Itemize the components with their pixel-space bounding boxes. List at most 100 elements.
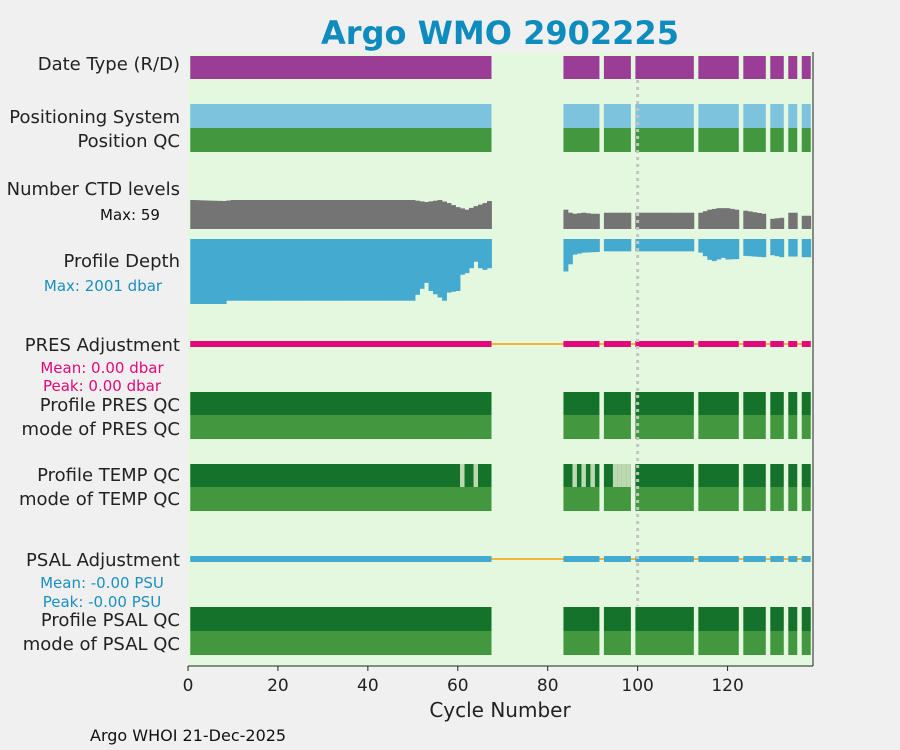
ctd-level-bar [388, 200, 393, 229]
profile-depth-bar [662, 239, 668, 252]
ctd-level-bar [424, 202, 429, 229]
profile-depth-bar [433, 239, 438, 295]
ctd-level-bar [644, 212, 650, 229]
temp-mode-bar-0 [190, 487, 492, 511]
temp-qc-bar-6 [770, 464, 784, 487]
ctd-level-bar [370, 200, 376, 229]
positioning-bar-5 [743, 104, 766, 128]
date-type-bar-1 [563, 56, 600, 79]
row-label-psal-adjustment: PSAL Adjustment [26, 550, 180, 571]
profile-depth-bar [208, 239, 214, 304]
ctd-level-bar [419, 201, 425, 229]
profile-depth-bar [383, 239, 389, 301]
ctd-level-bar [235, 200, 241, 229]
profile-depth-bar [271, 239, 277, 301]
profile-depth-bar [716, 239, 722, 260]
profile-depth-bar [338, 239, 344, 301]
profile-depth-bar [230, 239, 236, 301]
profile-depth-bar [437, 239, 443, 298]
profile-depth-bar [199, 239, 205, 304]
psal-qc-bar-3 [635, 607, 694, 631]
ctd-level-bar [226, 200, 232, 229]
profile-depth-bar [446, 239, 452, 293]
temp-qc-bar-7 [788, 464, 798, 487]
ctd-max-annotation: Max: 59 [100, 206, 160, 224]
profile-depth-bar [482, 239, 488, 270]
date-type-bar-3 [635, 56, 694, 79]
ctd-level-bar [302, 200, 308, 229]
profile-depth-bar [752, 239, 758, 257]
profile-depth-bar [671, 239, 677, 252]
temp-mode-bar-1 [563, 487, 600, 511]
profile-depth-bar [734, 239, 740, 260]
ctd-level-bar [639, 212, 645, 229]
temp-mode-bar-3 [635, 487, 694, 511]
profile-depth-bar [666, 239, 672, 252]
profile-depth-bar [585, 239, 591, 253]
psal-qc-bar-0 [190, 607, 492, 631]
ctd-level-bar [752, 212, 758, 229]
ctd-level-bar [770, 218, 776, 229]
ctd-level-bar [572, 213, 578, 229]
temp-qc-flag-6 [617, 464, 622, 487]
ctd-level-bar [401, 200, 407, 229]
ctd-level-bar [590, 213, 596, 229]
temp-qc-bar-8 [801, 464, 811, 487]
position-qc-bar-5 [743, 128, 766, 152]
ctd-level-bar [806, 215, 812, 229]
psal-qc-bar-5 [743, 607, 766, 631]
ctd-level-bar [365, 200, 371, 229]
ctd-level-bar [244, 200, 250, 229]
profile-depth-bar [792, 239, 798, 257]
profile-depth-bar [460, 239, 465, 275]
temp-qc-bar-0 [190, 464, 492, 487]
pres-qc-bar-8 [801, 392, 811, 415]
psal-mode-bar-3 [635, 631, 694, 655]
ctd-level-bar [352, 200, 358, 229]
ctd-level-bar [194, 200, 200, 229]
temp-mode-bar-7 [788, 487, 798, 511]
ctd-level-bar [720, 208, 726, 229]
chart-axes: 0 20 40 60 80 100 120 [183, 52, 814, 696]
pres-adj-bar-1 [563, 341, 600, 347]
ctd-level-bar [487, 201, 492, 229]
date-type-bar-8 [801, 56, 811, 79]
ctd-level-bar [473, 206, 479, 229]
ctd-level-bar [334, 200, 340, 229]
ctd-level-bar [379, 200, 384, 229]
position-qc-bar-7 [788, 128, 798, 152]
temp-qc-flag-8 [626, 464, 631, 487]
profile-depth-bar [680, 239, 686, 252]
pres-adj-bar-2 [603, 341, 631, 347]
date-type-bar-7 [788, 56, 798, 79]
pres-adj-bar-4 [698, 341, 739, 347]
pres-qc-bar-1 [563, 392, 600, 415]
profile-depth-bar [370, 239, 376, 301]
x-tick-label: 0 [183, 676, 194, 696]
ctd-level-bar [442, 201, 447, 229]
ctd-level-bar [451, 205, 456, 229]
ctd-level-bar [248, 200, 254, 229]
ctd-level-bar [657, 212, 663, 229]
psal-adj-bar-4 [698, 556, 739, 562]
pres-mode-bar-8 [801, 415, 811, 439]
ctd-level-bar [581, 212, 587, 229]
profile-depth-bar [266, 239, 272, 301]
profile-depth-bar [626, 239, 632, 252]
profile-depth-bar [698, 239, 704, 253]
profile-depth-bar [774, 239, 780, 257]
ctd-level-bar [361, 200, 367, 229]
psal-qc-bar-2 [603, 607, 631, 631]
psal-qc-bar-7 [788, 607, 798, 631]
pres-mode-bar-3 [635, 415, 694, 439]
temp-qc-flag-2 [572, 464, 577, 487]
ctd-level-bar [316, 200, 322, 229]
profile-depth-bar [603, 239, 609, 252]
psal-adj-bar-5 [743, 556, 766, 562]
psal-mode-bar-1 [563, 631, 600, 655]
pres-mode-bar-7 [788, 415, 798, 439]
temp-qc-bar-4 [698, 464, 739, 487]
pres-qc-bar-5 [743, 392, 766, 415]
ctd-level-bar [307, 200, 313, 229]
profile-depth-bar [612, 239, 618, 252]
